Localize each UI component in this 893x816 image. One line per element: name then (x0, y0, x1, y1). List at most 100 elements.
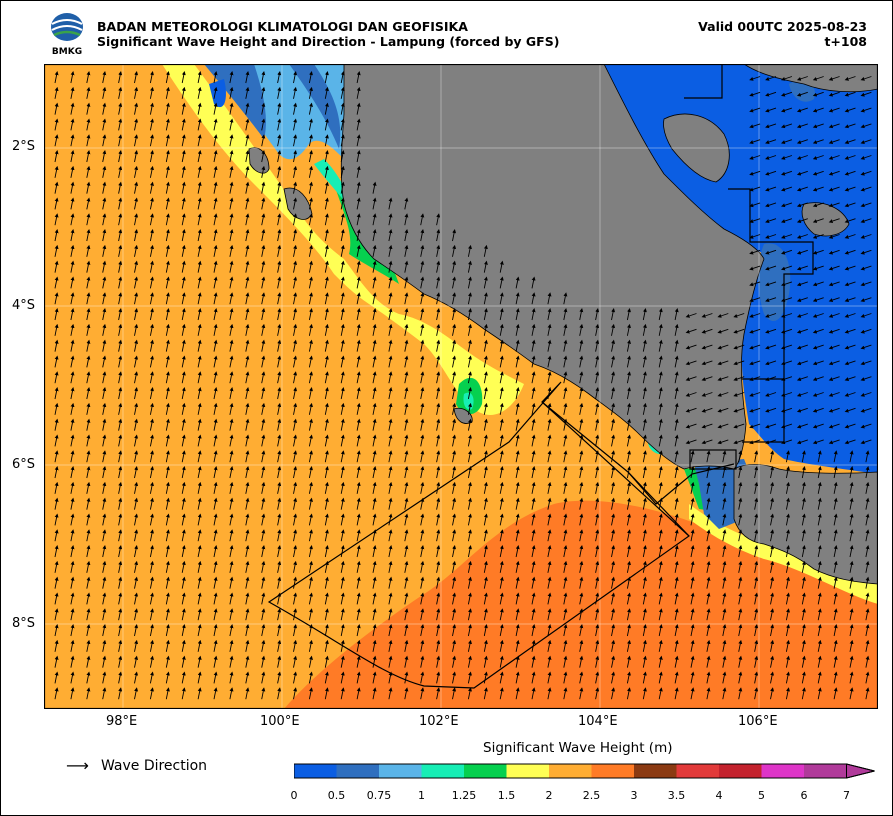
direction-arrow (844, 360, 856, 366)
direction-arrow (796, 123, 808, 129)
direction-arrow (70, 118, 75, 131)
direction-arrow (229, 181, 234, 194)
direction-arrow (860, 281, 872, 287)
direction-arrow (118, 134, 123, 147)
direction-arrow (70, 244, 75, 257)
direction-arrow (308, 276, 313, 289)
direction-arrow (293, 276, 298, 289)
direction-arrow (452, 355, 457, 368)
direction-arrow (324, 260, 329, 273)
direction-arrow (165, 276, 170, 289)
direction-arrow (828, 170, 840, 176)
direction-arrow (611, 339, 616, 352)
direction-arrow (293, 197, 298, 210)
colorbar-segment (719, 764, 762, 778)
direction-arrow (765, 155, 777, 160)
direction-arrow (404, 229, 409, 242)
direction-arrow (796, 249, 808, 255)
direction-arrow (181, 371, 186, 384)
direction-arrow (860, 170, 872, 176)
direction-arrow (626, 355, 631, 368)
direction-arrow (308, 292, 313, 305)
direction-arrow (324, 197, 329, 210)
direction-arrow (165, 371, 170, 384)
direction-arrow (499, 292, 504, 305)
direction-arrow (134, 197, 139, 210)
direction-arrow (796, 186, 808, 192)
direction-arrow (685, 360, 697, 366)
direction-arrow (844, 139, 856, 144)
direction-arrow (860, 139, 872, 144)
direction-arrow (149, 276, 154, 289)
direction-arrow (420, 229, 425, 242)
direction-arrow (844, 76, 856, 81)
direction-arrow (749, 139, 761, 144)
direction-arrow (245, 244, 250, 257)
direction-arrow (86, 150, 91, 163)
direction-arrow (828, 155, 840, 160)
direction-arrow (372, 197, 377, 210)
colorbar-segment (379, 764, 422, 778)
direction-arrow (54, 276, 59, 289)
direction-arrow (54, 355, 59, 368)
direction-arrow (547, 292, 552, 305)
direction-arrow (165, 292, 170, 305)
direction-arrow (149, 355, 154, 368)
direction-arrow (467, 308, 472, 321)
direction-arrow (452, 292, 457, 305)
direction-arrow (149, 150, 154, 163)
direction-arrow (70, 150, 75, 163)
direction-arrow (86, 102, 91, 115)
direction-arrow (828, 328, 840, 334)
direction-arrow (420, 213, 425, 226)
direction-arrow (118, 181, 123, 194)
direction-arrow (134, 355, 139, 368)
direction-arrow (165, 229, 170, 242)
direction-arrow (293, 213, 298, 226)
direction-arrow (595, 308, 600, 321)
direction-arrow (181, 150, 186, 163)
direction-arrow (245, 260, 250, 273)
direction-arrow (213, 292, 218, 305)
direction-arrow (324, 308, 329, 321)
direction-arrow (54, 181, 59, 194)
direction-arrow (765, 249, 777, 255)
direction-arrow (277, 339, 282, 352)
direction-arrow (165, 323, 170, 336)
colorbar-tick-label: 3.5 (667, 789, 686, 802)
direction-arrow (308, 339, 313, 352)
direction-arrow (733, 360, 745, 366)
direction-arrow (828, 91, 840, 97)
colorbar-segment (421, 764, 464, 778)
direction-arrow (149, 229, 154, 242)
direction-arrow (674, 308, 679, 321)
direction-arrow (340, 165, 345, 178)
direction-arrow (86, 86, 91, 99)
direction-arrow (293, 260, 298, 273)
direction-arrow (781, 170, 793, 176)
direction-arrow (102, 86, 107, 99)
direction-arrow (749, 186, 761, 192)
direction-arrow (213, 260, 218, 273)
direction-arrow (245, 355, 250, 368)
direction-arrow (828, 123, 840, 129)
direction-arrow (812, 249, 824, 255)
direction-arrow (277, 118, 282, 131)
direction-arrow (54, 244, 59, 257)
direction-arrow (213, 197, 218, 210)
direction-arrow (293, 244, 298, 257)
direction-arrow (102, 339, 107, 352)
direction-arrow (483, 260, 488, 273)
direction-arrow (165, 260, 170, 273)
direction-arrow (261, 102, 266, 115)
direction-arrow (642, 308, 647, 321)
direction-arrow (467, 371, 472, 384)
direction-arrow (324, 181, 329, 194)
direction-arrow (118, 323, 123, 336)
direction-arrow (277, 260, 282, 273)
ocean-0.5-0.75m-north (204, 64, 266, 139)
direction-arrow (812, 91, 824, 97)
direction-arrow (420, 292, 425, 305)
direction-arrow (54, 197, 59, 210)
direction-arrow (70, 102, 75, 115)
